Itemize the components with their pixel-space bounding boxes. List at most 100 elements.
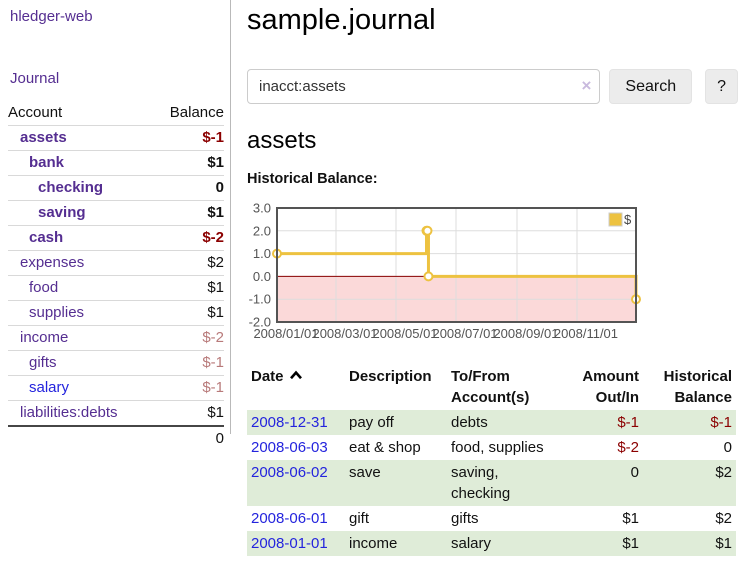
data-point [423,271,434,282]
account-balance: $-1 [202,129,224,146]
account-balance: $1 [207,204,224,221]
help-button[interactable]: ? [705,69,738,104]
x-tick-label: 2008/05/01 [372,326,437,341]
account-title: assets [247,127,317,154]
sidebar-account-link[interactable]: income [20,329,69,346]
register-date-link[interactable]: 2008-06-03 [251,439,328,456]
y-tick-label: 3.0 [253,201,271,216]
chart-title: Historical Balance: [247,171,378,187]
account-balance: 0 [215,179,224,196]
sort-up-icon [289,370,302,380]
search-box: × [247,69,601,104]
account-row: liabilities:debts $1 [8,400,224,427]
register-row: 2008-06-03 eat & shop food, supplies $-2… [247,435,736,460]
account-balance: $-1 [202,354,224,371]
account-balance: $-2 [202,329,224,346]
plot-border [276,207,637,323]
register-accounts: salary [447,531,555,556]
sidebar-account-link[interactable]: cash [29,229,64,246]
register-amount: $1 [622,510,639,527]
sidebar: hledger-web Journal Account Balance asse… [0,0,231,447]
x-tick-label: 2008/09/01 [493,326,558,341]
register-balance: 0 [723,439,732,456]
main-content: sample.journal × Search ? assets Histori… [247,0,738,556]
register-row: 2008-06-02 save saving, checking 0 $2 [247,460,736,506]
register-balance: $1 [643,531,736,556]
account-balance: $1 [207,404,224,421]
register-date-link[interactable]: 2008-06-02 [251,464,328,481]
accounts-total-row: 0 [8,426,224,451]
register-date-link[interactable]: 2008-01-01 [251,535,328,552]
register-description: pay off [345,410,447,435]
register-date-link[interactable]: 2008-06-01 [251,510,328,527]
y-tick-label: 1.0 [253,246,271,261]
register-accounts: food, supplies [451,439,544,456]
search-button[interactable]: Search [609,69,693,104]
register-accounts: debts [447,410,555,435]
register-table: Date Description To/From Account(s) Amou… [247,364,736,556]
x-tick-label: 2008/03/01 [312,326,377,341]
sidebar-account-link[interactable]: salary [29,379,70,396]
register-description: income [345,531,447,556]
data-point [422,225,433,236]
register-accounts: saving, checking [447,460,555,506]
sidebar-account-link[interactable]: bank [29,154,65,171]
legend-swatch [608,212,623,227]
sidebar-account-link[interactable]: liabilities:debts [20,404,118,421]
y-tick-label: 2.0 [253,223,271,238]
sidebar-item-journal[interactable]: Journal [10,70,60,87]
search-input[interactable] [247,69,601,104]
account-row: salary $-1 [8,375,224,401]
register-balance: $2 [715,510,732,527]
register-accounts: gifts [451,510,479,527]
clear-search-icon[interactable]: × [581,76,592,95]
register-amount: $1 [555,531,643,556]
accounts-table: Account Balance assets $-1 bank $1 check… [8,101,224,451]
sidebar-account-link[interactable]: gifts [29,354,57,371]
sidebar-account-link[interactable]: saving [38,204,86,221]
account-row: supplies $1 [8,300,224,326]
register-balance: $-1 [643,410,736,435]
account-balance: $1 [207,279,224,296]
sidebar-account-link[interactable]: supplies [29,304,85,321]
account-row: assets $-1 [8,125,224,151]
register-date-link[interactable]: 2008-12-31 [251,414,328,431]
register-header-date[interactable]: Date [247,364,345,410]
account-row: saving $1 [8,200,224,226]
register-balance: $2 [643,460,736,506]
sidebar-account-link[interactable]: expenses [20,254,85,271]
legend-label: $ [624,212,632,227]
register-description: gift [349,510,370,527]
account-row: income $-2 [8,325,224,351]
page-title: sample.journal [247,4,436,36]
account-row: checking 0 [8,175,224,201]
y-tick-label: 0.0 [253,269,271,284]
account-row: gifts $-1 [8,350,224,376]
account-balance: $2 [207,254,224,271]
register-body: 2008-12-31 pay off debts $-1 $-1 2008-06… [247,410,736,556]
x-tick-label: 2008/01/01 [253,326,318,341]
register-row: 2008-12-31 pay off debts $-1 $-1 [247,410,736,435]
sidebar-account-link[interactable]: checking [38,179,104,196]
register-header-balance: Historical Balance [663,368,732,406]
y-tick-label: -1.0 [249,292,271,307]
register-row: 2008-06-01 gift gifts $1 $2 [247,506,736,531]
sidebar-account-link[interactable]: food [29,279,59,296]
account-row: expenses $2 [8,250,224,276]
register-header-description: Description [349,368,432,385]
y-tick-label: -2.0 [249,315,271,330]
accounts-body: assets $-1 bank $1 checking 0 saving $1 … [8,125,224,427]
account-balance: $-1 [202,379,224,396]
account-balance: $1 [207,154,224,171]
app-title-link[interactable]: hledger-web [10,8,93,25]
x-tick-label: 2008/07/01 [432,326,497,341]
register-header-amount: Amount Out/In [582,368,639,406]
register-amount: $-2 [617,439,639,456]
register-amount: $-1 [555,410,643,435]
register-row: 2008-01-01 income salary $1 $1 [247,531,736,556]
account-row: bank $1 [8,150,224,176]
sidebar-account-link[interactable]: assets [20,129,67,146]
register-description: save [345,460,447,506]
accounts-header-account: Account [8,104,63,121]
